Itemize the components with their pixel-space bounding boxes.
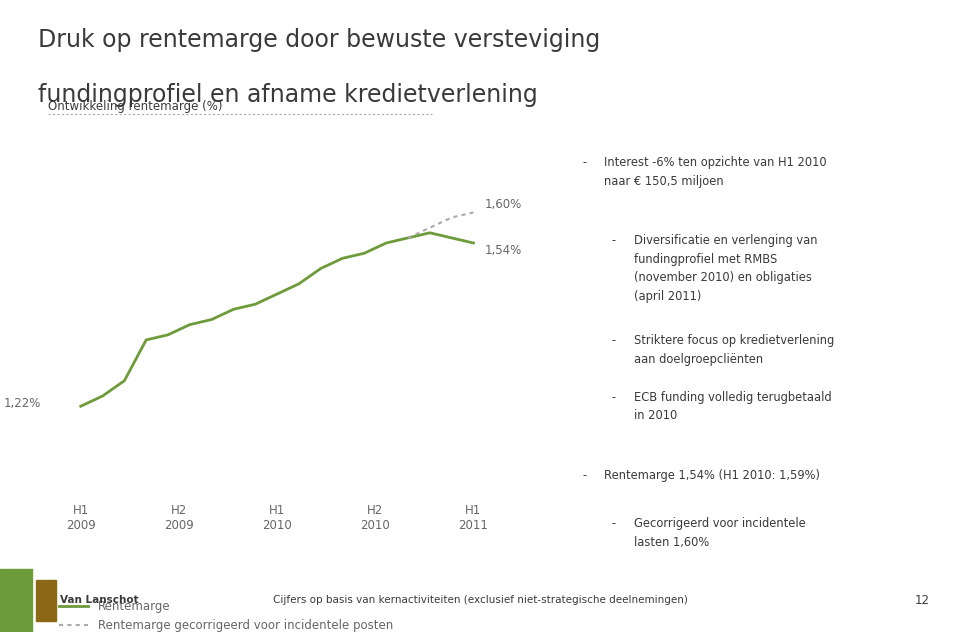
Text: Rentemarge 1,54% (H1 2010: 1,59%): Rentemarge 1,54% (H1 2010: 1,59%) (605, 469, 821, 482)
Text: Interest -6% ten opzichte van H1 2010
naar € 150,5 miljoen: Interest -6% ten opzichte van H1 2010 na… (605, 156, 828, 188)
Text: Ontwikkeling rentemarge (%): Ontwikkeling rentemarge (%) (48, 100, 223, 112)
Text: -: - (612, 391, 616, 404)
Text: 1,22%: 1,22% (4, 397, 41, 410)
Text: Diversificatie en verlenging van
fundingprofiel met RMBS
(november 2010) en obli: Diversificatie en verlenging van funding… (634, 234, 818, 303)
Text: 1,54%: 1,54% (485, 244, 521, 257)
Text: -: - (612, 517, 616, 530)
Text: 1,60%: 1,60% (485, 198, 521, 211)
Bar (36, 580, 56, 621)
Text: -: - (612, 234, 616, 247)
Text: ECB funding volledig terugbetaald
in 2010: ECB funding volledig terugbetaald in 201… (634, 391, 831, 422)
Text: Striktere focus op kredietverlening
aan doelgroepcliënten: Striktere focus op kredietverlening aan … (634, 334, 834, 366)
Text: -: - (583, 156, 587, 169)
Text: Gecorrigeerd voor incidentele
lasten 1,60%: Gecorrigeerd voor incidentele lasten 1,6… (634, 517, 805, 549)
Text: Druk op rentemarge door bewuste versteviging: Druk op rentemarge door bewuste verstevi… (38, 28, 601, 52)
Text: Van Lanschot: Van Lanschot (60, 595, 139, 605)
Text: 12: 12 (914, 594, 929, 607)
Text: Cijfers op basis van kernactiviteiten (exclusief niet-strategische deelnemingen): Cijfers op basis van kernactiviteiten (e… (273, 595, 687, 605)
Legend: Rentemarge, Rentemarge gecorrigeerd voor incidentele posten: Rentemarge, Rentemarge gecorrigeerd voor… (54, 596, 397, 632)
Text: fundingprofiel en afname kredietverlening: fundingprofiel en afname kredietverlenin… (38, 83, 539, 107)
Bar (0, 569, 32, 632)
Text: -: - (612, 334, 616, 348)
Text: -: - (583, 469, 587, 482)
